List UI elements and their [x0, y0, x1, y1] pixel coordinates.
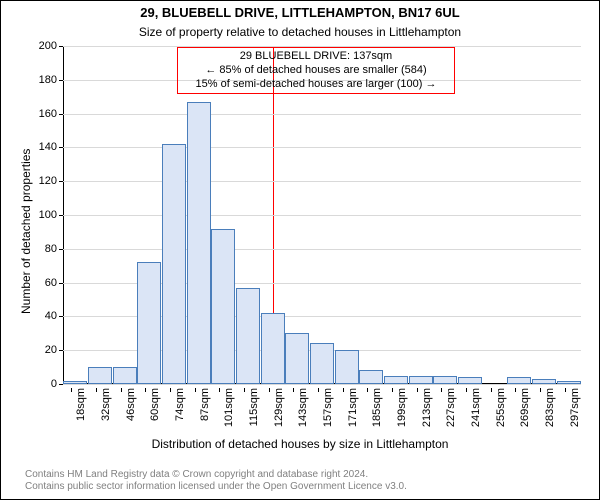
y-tick: 0	[51, 378, 63, 390]
y-tick: 180	[39, 74, 63, 86]
bar	[187, 102, 211, 384]
x-tick: 297sqm	[569, 345, 581, 388]
x-tick: 171sqm	[347, 345, 359, 388]
y-tick: 80	[45, 243, 63, 255]
x-tick: 255sqm	[495, 345, 507, 388]
x-tick: 87sqm	[199, 351, 211, 388]
y-tick: 40	[45, 310, 63, 322]
source-line: Contains public sector information licen…	[25, 481, 407, 493]
x-tick: 60sqm	[149, 351, 161, 388]
source-line: Contains HM Land Registry data © Crown c…	[25, 469, 407, 481]
gridline	[63, 249, 581, 250]
x-tick: 185sqm	[371, 345, 383, 388]
x-tick: 143sqm	[297, 345, 309, 388]
x-tick: 199sqm	[396, 345, 408, 388]
x-tick: 18sqm	[75, 351, 87, 388]
x-tick: 269sqm	[519, 345, 531, 388]
x-tick: 213sqm	[421, 345, 433, 388]
annotation-line: 29 BLUEBELL DRIVE: 137sqm	[186, 50, 446, 64]
y-axis-label: Number of detached properties	[19, 149, 33, 314]
page-title: 29, BLUEBELL DRIVE, LITTLEHAMPTON, BN17 …	[1, 5, 599, 20]
x-tick: 157sqm	[322, 345, 334, 388]
y-tick: 100	[39, 209, 63, 221]
gridline	[63, 114, 581, 115]
x-tick: 46sqm	[125, 351, 137, 388]
figure: 29, BLUEBELL DRIVE, LITTLEHAMPTON, BN17 …	[0, 0, 600, 500]
annotation-box: 29 BLUEBELL DRIVE: 137sqm ← 85% of detac…	[177, 47, 455, 94]
x-axis-label: Distribution of detached houses by size …	[1, 437, 599, 451]
x-tick: 227sqm	[445, 345, 457, 388]
x-tick: 115sqm	[248, 346, 260, 388]
x-tick: 32sqm	[100, 351, 112, 388]
annotation-line: ← 85% of detached houses are smaller (58…	[186, 64, 446, 78]
x-tick: 283sqm	[544, 345, 556, 388]
plot-area: 02040608010012014016018020018sqm32sqm46s…	[63, 45, 581, 384]
gridline	[63, 215, 581, 216]
y-tick: 20	[45, 344, 63, 356]
x-tick: 101sqm	[223, 345, 235, 388]
gridline	[63, 181, 581, 182]
y-tick: 140	[39, 141, 63, 153]
annotation-line: 15% of semi-detached houses are larger (…	[186, 78, 446, 92]
source-attribution: Contains HM Land Registry data © Crown c…	[25, 469, 407, 493]
y-tick: 120	[39, 175, 63, 187]
x-tick: 74sqm	[174, 351, 186, 388]
bar	[162, 144, 186, 384]
gridline	[63, 147, 581, 148]
x-tick: 129sqm	[273, 345, 285, 388]
page-subtitle: Size of property relative to detached ho…	[1, 25, 599, 39]
y-tick: 60	[45, 277, 63, 289]
y-tick: 200	[39, 40, 63, 52]
y-tick: 160	[39, 108, 63, 120]
x-tick: 241sqm	[470, 345, 482, 388]
